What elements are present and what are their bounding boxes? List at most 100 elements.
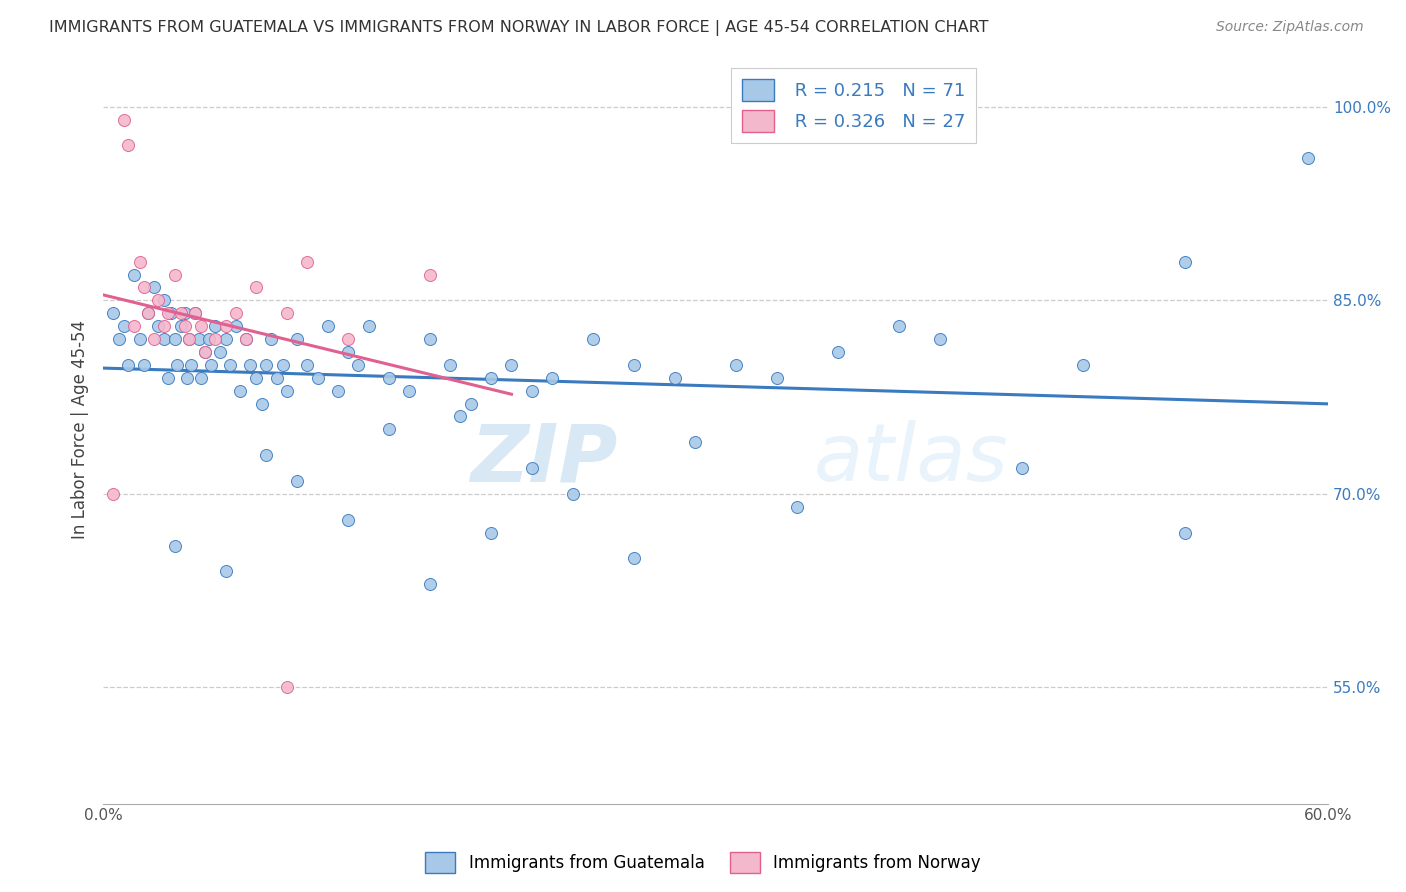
Point bbox=[1011, 461, 1033, 475]
Point bbox=[239, 358, 262, 372]
Point bbox=[786, 500, 808, 514]
Point bbox=[148, 293, 170, 308]
Point bbox=[188, 332, 211, 346]
Point bbox=[297, 358, 319, 372]
Point bbox=[229, 384, 252, 398]
Point bbox=[136, 306, 159, 320]
Point bbox=[170, 319, 193, 334]
Point bbox=[166, 358, 188, 372]
Point bbox=[460, 396, 482, 410]
Point bbox=[479, 370, 502, 384]
Point bbox=[276, 384, 298, 398]
Point bbox=[153, 293, 176, 308]
Point bbox=[108, 332, 131, 346]
Point bbox=[194, 345, 217, 359]
Point bbox=[827, 345, 849, 359]
Point bbox=[276, 681, 298, 695]
Point bbox=[184, 306, 207, 320]
Point bbox=[117, 138, 139, 153]
Point bbox=[623, 551, 645, 566]
Point bbox=[132, 358, 155, 372]
Point bbox=[132, 280, 155, 294]
Point bbox=[198, 332, 221, 346]
Point bbox=[148, 319, 170, 334]
Point bbox=[725, 358, 748, 372]
Point bbox=[200, 358, 222, 372]
Point bbox=[180, 358, 202, 372]
Point bbox=[326, 384, 349, 398]
Point bbox=[173, 306, 195, 320]
Point bbox=[218, 358, 240, 372]
Point bbox=[398, 384, 420, 398]
Point bbox=[235, 332, 257, 346]
Point bbox=[176, 370, 198, 384]
Point bbox=[271, 358, 294, 372]
Point bbox=[122, 319, 145, 334]
Point bbox=[479, 525, 502, 540]
Point bbox=[177, 332, 200, 346]
Point bbox=[520, 461, 543, 475]
Legend: Immigrants from Guatemala, Immigrants from Norway: Immigrants from Guatemala, Immigrants fr… bbox=[419, 846, 987, 880]
Point bbox=[252, 396, 274, 410]
Point bbox=[112, 319, 135, 334]
Text: Source: ZipAtlas.com: Source: ZipAtlas.com bbox=[1216, 20, 1364, 34]
Point bbox=[190, 319, 212, 334]
Point bbox=[297, 254, 319, 268]
Point bbox=[256, 448, 278, 462]
Point bbox=[337, 513, 360, 527]
Point bbox=[929, 332, 952, 346]
Point bbox=[143, 280, 166, 294]
Point bbox=[204, 319, 226, 334]
Point bbox=[157, 370, 180, 384]
Point bbox=[245, 280, 267, 294]
Point bbox=[256, 358, 278, 372]
Point bbox=[276, 306, 298, 320]
Point bbox=[103, 306, 125, 320]
Point bbox=[561, 487, 583, 501]
Point bbox=[419, 268, 441, 282]
Point bbox=[225, 319, 247, 334]
Point bbox=[449, 409, 471, 424]
Point bbox=[316, 319, 339, 334]
Point bbox=[214, 319, 236, 334]
Point bbox=[439, 358, 461, 372]
Point bbox=[136, 306, 159, 320]
Point bbox=[623, 358, 645, 372]
Point bbox=[153, 319, 176, 334]
Point bbox=[194, 345, 217, 359]
Point bbox=[889, 319, 911, 334]
Point bbox=[214, 565, 236, 579]
Point bbox=[225, 306, 247, 320]
Point bbox=[103, 487, 125, 501]
Point bbox=[170, 306, 193, 320]
Point bbox=[112, 112, 135, 127]
Point bbox=[347, 358, 370, 372]
Point bbox=[259, 332, 281, 346]
Text: IMMIGRANTS FROM GUATEMALA VS IMMIGRANTS FROM NORWAY IN LABOR FORCE | AGE 45-54 C: IMMIGRANTS FROM GUATEMALA VS IMMIGRANTS … bbox=[49, 20, 988, 36]
Point bbox=[163, 332, 186, 346]
Point bbox=[128, 254, 150, 268]
Legend:  R = 0.215   N = 71,  R = 0.326   N = 27: R = 0.215 N = 71, R = 0.326 N = 27 bbox=[731, 68, 976, 143]
Point bbox=[177, 332, 200, 346]
Point bbox=[1174, 525, 1197, 540]
Point bbox=[541, 370, 564, 384]
Point bbox=[1296, 152, 1319, 166]
Point bbox=[143, 332, 166, 346]
Point bbox=[157, 306, 180, 320]
Point bbox=[337, 332, 360, 346]
Point bbox=[337, 345, 360, 359]
Point bbox=[357, 319, 380, 334]
Point bbox=[266, 370, 288, 384]
Point bbox=[117, 358, 139, 372]
Point bbox=[204, 332, 226, 346]
Point bbox=[235, 332, 257, 346]
Point bbox=[208, 345, 231, 359]
Point bbox=[378, 370, 401, 384]
Point bbox=[153, 332, 176, 346]
Point bbox=[163, 268, 186, 282]
Point bbox=[307, 370, 329, 384]
Point bbox=[173, 319, 195, 334]
Point bbox=[163, 539, 186, 553]
Point bbox=[419, 577, 441, 591]
Point bbox=[520, 384, 543, 398]
